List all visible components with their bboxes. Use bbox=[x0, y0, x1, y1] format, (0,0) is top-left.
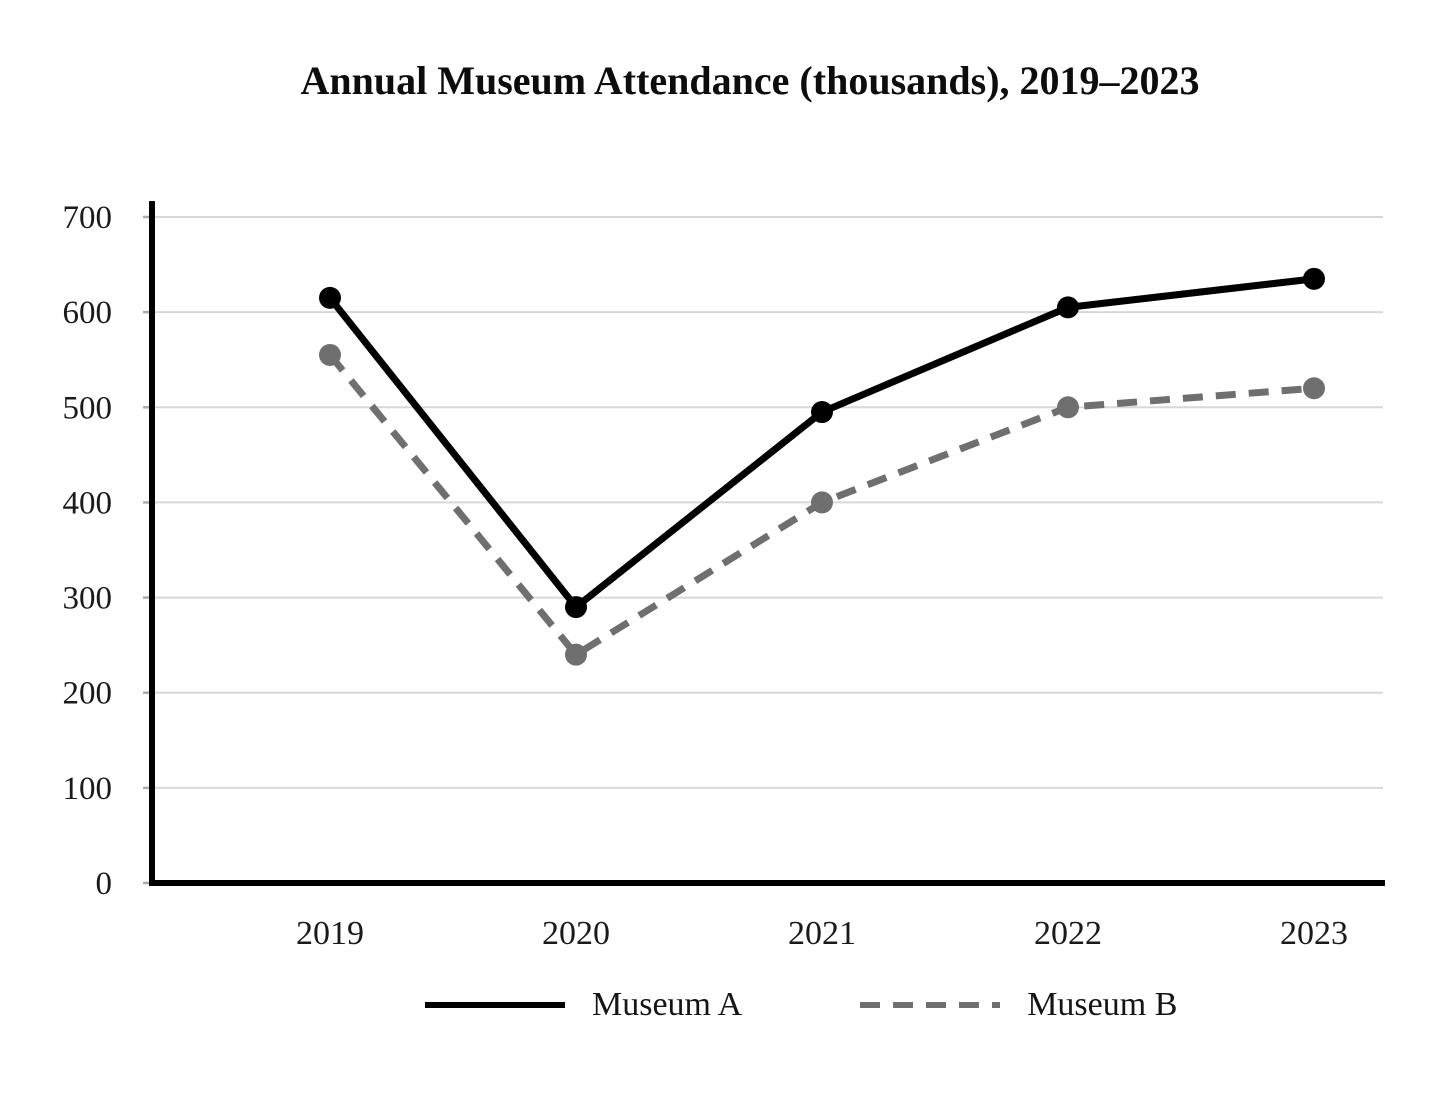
y-axis-tick-label-300: 300 bbox=[63, 581, 113, 617]
series-line-museum-a bbox=[327, 275, 1315, 611]
y-axis-tick-label-200: 200 bbox=[63, 676, 113, 712]
chart-title: Annual Museum Attendance (thousands), 20… bbox=[300, 58, 1200, 103]
data-point-museum-a-2022 bbox=[1057, 296, 1079, 319]
x-axis-label-2019: 2019 bbox=[296, 915, 364, 952]
data-point-museum-b-2019 bbox=[319, 343, 341, 366]
data-point-museum-a-2021 bbox=[811, 401, 833, 424]
legend-item-museum-a: Museum A bbox=[425, 986, 742, 1024]
data-point-museum-a-2020 bbox=[565, 596, 587, 619]
legend-label-museum-b: Museum B bbox=[1027, 986, 1178, 1023]
legend-item-museum-b: Museum B bbox=[860, 986, 1177, 1024]
x-axis-label-2020: 2020 bbox=[542, 915, 610, 952]
y-axis-tick-label-700: 700 bbox=[63, 200, 113, 236]
legend-label-museum-a: Museum A bbox=[592, 986, 743, 1023]
x-axis-label-2022: 2022 bbox=[1034, 915, 1102, 952]
data-point-museum-a-2019 bbox=[319, 286, 341, 309]
y-axis-tick-label-100: 100 bbox=[63, 771, 113, 807]
legend-swatch-dashed bbox=[860, 1002, 1001, 1008]
data-point-museum-b-2023 bbox=[1303, 377, 1325, 400]
y-axis-tick-label-600: 600 bbox=[63, 295, 113, 331]
y-axis-tick-label-500: 500 bbox=[63, 390, 113, 426]
data-point-museum-b-2022 bbox=[1057, 396, 1079, 419]
x-axis-label-2021: 2021 bbox=[788, 915, 856, 952]
y-axis-tick-label-0: 0 bbox=[96, 866, 113, 902]
y-axis-tick-label-400: 400 bbox=[63, 485, 113, 521]
legend: Museum A Museum B bbox=[425, 986, 1177, 1024]
legend-swatch-solid bbox=[425, 1002, 565, 1008]
data-point-museum-b-2021 bbox=[811, 491, 833, 514]
data-point-museum-b-2020 bbox=[565, 643, 587, 666]
x-axis-label-2023: 2023 bbox=[1280, 915, 1348, 952]
data-point-museum-a-2023 bbox=[1303, 267, 1325, 290]
